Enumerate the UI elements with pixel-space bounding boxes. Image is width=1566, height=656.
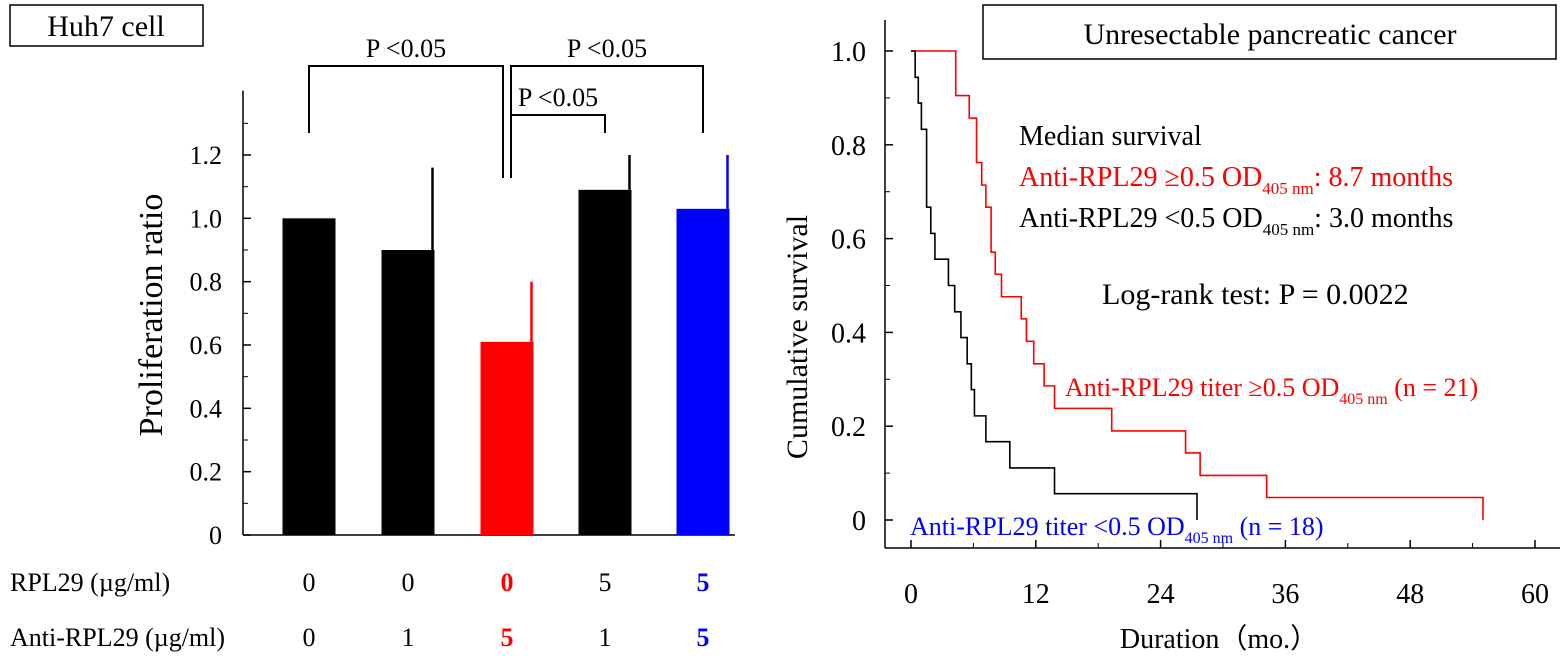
- survival-y-tick-label: 1.0: [831, 37, 866, 68]
- survival-y-tick-label: 0.4: [831, 318, 866, 349]
- survival-x-tick-label: 0: [904, 579, 918, 610]
- treatment-value: 5: [599, 568, 612, 597]
- survival-y-tick-label: 0: [852, 506, 866, 537]
- survival-y-tick-label: 0.6: [831, 225, 866, 256]
- treatment-value: 0: [501, 568, 514, 597]
- bar-y-tick-label: 0.4: [190, 394, 223, 423]
- series-high-sub: 405 nm: [1339, 391, 1388, 408]
- treatment-value: 0: [303, 623, 316, 652]
- series-low-label: Anti-RPL29 titer <0.5 OD405 nm (n = 18): [910, 512, 1324, 547]
- bar-y-tick-label: 0.6: [190, 331, 223, 360]
- series-high-label: Anti-RPL29 titer ≥0.5 OD405 nm (n = 21): [1065, 373, 1478, 408]
- bar-y-tick-label: 0.2: [190, 458, 223, 487]
- survival-x-tick-label: 60: [1521, 579, 1549, 610]
- series-low-prefix: Anti-RPL29 titer <0.5 OD: [910, 512, 1185, 541]
- bar: [480, 341, 534, 535]
- treatment-value: 1: [599, 623, 612, 652]
- median-survival-title: Median survival: [1019, 121, 1202, 152]
- significance-label: P <0.05: [567, 34, 647, 63]
- bar-chart-panel: Huh7 cell Proliferation ratio 0 0.2 0.4 0.6…: [9, 4, 735, 652]
- treatment-value: 0: [402, 568, 415, 597]
- series-high-prefix: Anti-RPL29 titer ≥0.5 OD: [1065, 373, 1339, 402]
- treatment-table: RPL29 (µg/ml) 0 0 0 5 5 Anti-RPL29 (µg/ml) 0 1 5 1…: [10, 568, 710, 652]
- significance-label: P <0.05: [518, 83, 598, 112]
- bar-y-tick-label: 0.8: [190, 268, 223, 297]
- bar-chart-ylabel: Proliferation ratio: [133, 194, 170, 437]
- treatment-value: 5: [697, 568, 710, 597]
- median-high-line: Anti-RPL29 ≥0.5 OD405 nm: 8.7 months: [1019, 162, 1453, 198]
- survival-curves: [911, 50, 1484, 520]
- bar-y-tick-label: 1.2: [190, 141, 223, 170]
- survival-title-box: [982, 4, 1557, 60]
- survival-y-tick-label: 0.2: [831, 412, 866, 443]
- treatment-value: 5: [501, 623, 514, 652]
- survival-chart-panel: Unresectable pancreatic cancer Cumulativ…: [781, 4, 1560, 655]
- significance-label: P <0.05: [366, 34, 446, 63]
- bar-y-tick-label: 0: [209, 521, 222, 550]
- survival-curve-high-titer: [911, 50, 1484, 520]
- survival-xlabel: Duration（mo.）: [1120, 623, 1318, 655]
- median-low-prefix: Anti-RPL29 <0.5 OD: [1019, 203, 1263, 234]
- bar-y-tick-label: 1.0: [190, 204, 223, 233]
- survival-axes: 0 0.2 0.4 0.6 0.8 1.0 0 12 24 36 48 60: [831, 20, 1560, 610]
- survival-x-tick-label: 24: [1147, 579, 1175, 610]
- median-high-prefix: Anti-RPL29 ≥0.5 OD: [1019, 162, 1262, 193]
- median-low-sub: 405 nm: [1263, 220, 1314, 239]
- survival-x-tick-label: 12: [1022, 579, 1050, 610]
- bar-y-axis: 0 0.2 0.4 0.6 0.8 1.0 1.2: [190, 90, 735, 550]
- bar: [578, 189, 632, 536]
- treatment-row-label: Anti-RPL29 (µg/ml): [10, 623, 225, 652]
- significance-bracket: [308, 65, 504, 178]
- bar-chart-title-box: [9, 4, 204, 47]
- survival-ylabel: Cumulative survival: [781, 215, 814, 459]
- bar-marks: [282, 155, 730, 536]
- treatment-row-label: RPL29 (µg/ml): [10, 568, 170, 597]
- logrank-text: Log-rank test: P = 0.0022: [1102, 278, 1409, 311]
- bar-chart-title: Huh7 cell: [47, 10, 164, 43]
- series-high-suffix: (n = 21): [1388, 373, 1478, 402]
- treatment-value: 5: [697, 623, 710, 652]
- series-low-suffix: (n = 18): [1233, 512, 1323, 541]
- series-low-sub: 405 nm: [1185, 530, 1234, 547]
- bar: [676, 208, 730, 536]
- survival-title: Unresectable pancreatic cancer: [1083, 18, 1456, 51]
- survival-y-tick-label: 0.8: [831, 131, 866, 162]
- treatment-value: 0: [303, 568, 316, 597]
- survival-x-tick-label: 36: [1271, 579, 1299, 610]
- bar: [381, 250, 435, 535]
- significance-brackets: P <0.05 P <0.05 P <0.05: [308, 34, 704, 178]
- survival-curve-low-titer: [911, 50, 1198, 520]
- bar: [282, 218, 336, 536]
- survival-x-tick-label: 48: [1396, 579, 1424, 610]
- median-high-suffix: : 8.7 months: [1314, 162, 1453, 193]
- median-low-suffix: : 3.0 months: [1314, 203, 1453, 234]
- median-low-line: Anti-RPL29 <0.5 OD405 nm: 3.0 months: [1019, 203, 1453, 239]
- treatment-value: 1: [402, 623, 415, 652]
- median-high-sub: 405 nm: [1262, 179, 1313, 198]
- significance-bracket: [510, 114, 606, 178]
